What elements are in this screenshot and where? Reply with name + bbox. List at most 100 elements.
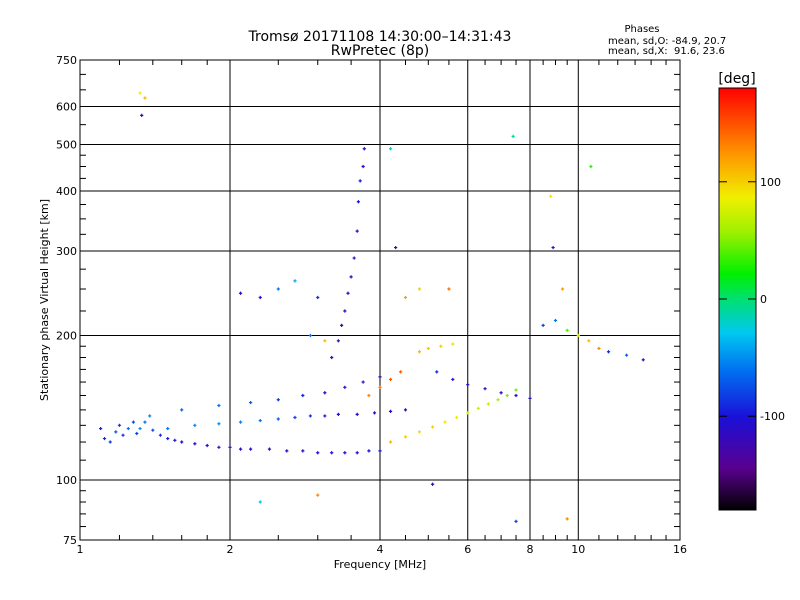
data-point: [158, 433, 163, 437]
data-point: [476, 406, 480, 411]
data-point: [451, 377, 455, 382]
y-tick-label: 750: [56, 54, 77, 67]
data-point: [238, 291, 243, 295]
data-point: [308, 333, 313, 338]
data-point: [576, 333, 580, 338]
data-point: [367, 449, 371, 453]
data-point: [403, 295, 408, 300]
data-point: [151, 428, 155, 432]
data-point: [362, 147, 366, 151]
data-point: [430, 425, 435, 429]
data-point: [466, 383, 470, 387]
data-point: [193, 423, 197, 427]
data-point: [301, 449, 305, 453]
data-point: [499, 391, 503, 395]
data-point: [102, 436, 107, 441]
data-point: [143, 420, 147, 424]
data-point: [355, 412, 359, 417]
phases-info: Phases mean, sd,O: -84.9, 20.7 mean, sd,…: [608, 24, 726, 57]
data-point: [138, 426, 142, 431]
data-point: [505, 393, 509, 398]
data-point: [148, 414, 152, 418]
data-point: [205, 443, 209, 448]
data-point: [541, 323, 545, 327]
data-point: [553, 318, 558, 323]
data-point: [447, 287, 451, 291]
data-point: [258, 295, 262, 300]
data-point: [346, 291, 350, 295]
data-point: [352, 256, 356, 260]
data-point: [514, 393, 518, 398]
data-point: [193, 442, 197, 446]
data-point: [276, 398, 280, 402]
data-point: [430, 482, 435, 486]
data-point: [355, 451, 359, 455]
data-point: [121, 433, 125, 437]
colorbar-tick-label: 100: [760, 176, 781, 189]
data-point: [249, 447, 253, 451]
data-point: [439, 344, 443, 348]
data-point: [483, 387, 487, 391]
data-point: [117, 423, 122, 427]
data-point: [394, 245, 398, 250]
x-tick-label: 6: [464, 543, 471, 556]
data-point: [138, 91, 142, 95]
data-point: [549, 194, 553, 198]
data-point: [343, 451, 347, 455]
data-point: [316, 295, 320, 300]
data-point: [356, 200, 360, 204]
y-tick-label: 500: [56, 139, 77, 152]
data-point: [486, 402, 490, 406]
data-point: [258, 500, 262, 504]
data-point: [560, 287, 565, 291]
data-point: [166, 426, 170, 431]
data-point: [166, 436, 170, 441]
colorbar-tick-label: -100: [760, 410, 785, 423]
data-point: [336, 412, 340, 417]
x-tick-label: 1: [77, 543, 84, 556]
data-point: [349, 275, 353, 279]
data-point: [276, 417, 280, 421]
data-point: [276, 287, 280, 291]
x-tick-label: 8: [527, 543, 534, 556]
data-point: [355, 229, 359, 233]
data-point: [330, 451, 334, 455]
data-point: [378, 375, 382, 379]
data-point: [180, 440, 184, 444]
data-point: [597, 346, 601, 351]
y-tick-label: 300: [56, 245, 77, 258]
plot-frame: [79, 59, 681, 541]
data-point: [378, 385, 382, 389]
y-tick-label: 200: [56, 330, 77, 343]
colorbar-tick-label: 0: [760, 293, 767, 306]
data-point: [417, 287, 422, 291]
data-point: [641, 358, 645, 362]
data-point: [316, 451, 320, 455]
data-point: [140, 113, 144, 117]
colorbar: [deg] 100 0 -100: [718, 71, 785, 511]
data-point: [565, 328, 569, 332]
axis-ticks: 1 2 4 6 8 10 16 75 100 200 300 400 500 600 750: [56, 54, 687, 556]
data-point: [228, 445, 232, 449]
data-point: [293, 279, 297, 283]
data-point: [267, 447, 272, 451]
data-point: [316, 493, 320, 497]
data-point: [108, 440, 112, 444]
chart-subtitle: RwPretec (8p): [331, 43, 429, 59]
data-point: [217, 445, 221, 449]
data-point: [343, 309, 347, 313]
data-point: [443, 420, 447, 424]
x-axis-label: Frequency [MHz]: [334, 558, 426, 571]
data-point: [606, 350, 611, 354]
data-point: [330, 355, 334, 360]
chart-title: Tromsø 20171108 14:30:00–14:31:43: [248, 29, 512, 45]
phases-heading: Phases: [624, 24, 659, 35]
data-point: [417, 350, 422, 354]
data-point: [388, 409, 393, 413]
phases-x-stats: mean, sd,X: 91.6, 23.6: [608, 46, 725, 57]
data-point: [403, 435, 408, 439]
data-point: [340, 323, 344, 327]
data-point: [135, 431, 139, 436]
x-tick-label: 4: [377, 543, 384, 556]
x-tick-label: 10: [571, 543, 585, 556]
